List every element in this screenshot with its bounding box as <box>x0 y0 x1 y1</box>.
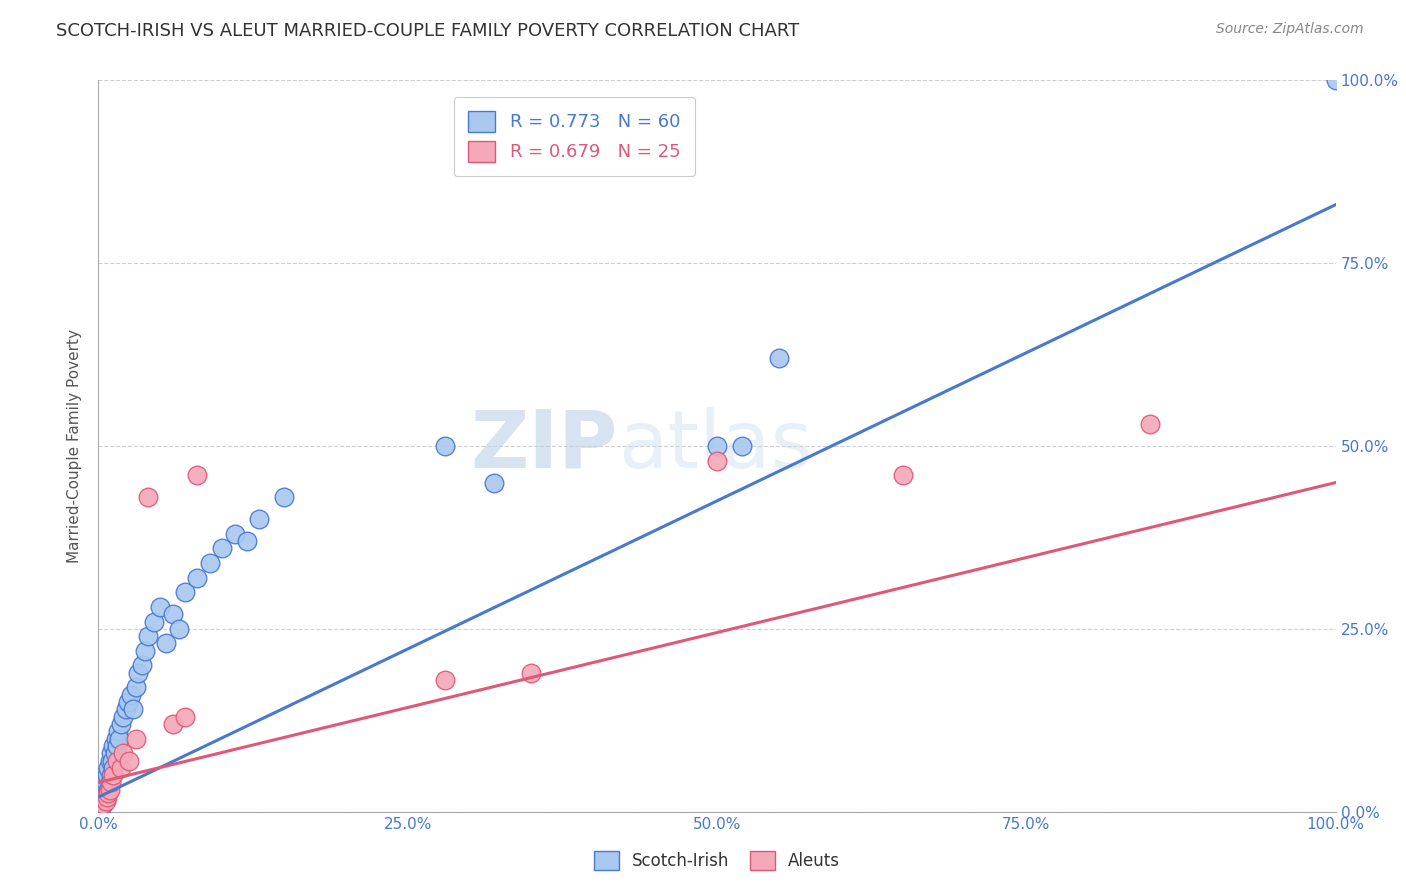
Point <box>93 790 115 805</box>
Point <box>93 797 115 812</box>
Point <box>91 797 114 812</box>
Point <box>93 797 115 812</box>
Point <box>89 797 111 812</box>
Point <box>100 768 122 782</box>
Point <box>891 468 914 483</box>
Point <box>198 556 221 570</box>
Point <box>90 801 112 815</box>
Legend: Scotch-Irish, Aleuts: Scotch-Irish, Aleuts <box>588 844 846 877</box>
Point <box>104 731 127 746</box>
Point <box>103 761 125 775</box>
Point <box>124 731 146 746</box>
Point <box>136 490 159 504</box>
Point <box>120 688 142 702</box>
Point <box>103 746 125 760</box>
Point <box>96 787 118 801</box>
Point <box>211 541 233 556</box>
Point <box>97 761 120 775</box>
Point <box>706 439 728 453</box>
Point <box>162 607 184 622</box>
Point <box>91 794 114 808</box>
Point <box>117 695 139 709</box>
Point <box>94 790 117 805</box>
Point <box>100 746 122 760</box>
Point <box>433 673 456 687</box>
Point <box>101 754 124 768</box>
Point <box>91 794 114 808</box>
Point <box>1324 73 1347 87</box>
Point <box>768 351 790 366</box>
Point <box>94 775 117 789</box>
Point <box>273 490 295 504</box>
Point <box>97 787 120 801</box>
Point <box>98 775 121 789</box>
Point <box>110 761 132 775</box>
Point <box>706 453 728 467</box>
Point <box>149 599 172 614</box>
Point <box>186 468 208 483</box>
Point <box>91 787 114 801</box>
Point <box>143 615 166 629</box>
Point <box>174 585 197 599</box>
Point <box>433 439 456 453</box>
Point <box>98 754 121 768</box>
Point <box>484 475 506 490</box>
Point <box>224 526 246 541</box>
Point <box>105 754 128 768</box>
Point <box>108 731 131 746</box>
Point <box>167 622 190 636</box>
Point <box>134 644 156 658</box>
Point <box>110 717 132 731</box>
Point <box>174 709 197 723</box>
Point <box>112 709 135 723</box>
Point <box>93 790 115 805</box>
Point <box>98 782 121 797</box>
Point <box>122 702 145 716</box>
Text: Source: ZipAtlas.com: Source: ZipAtlas.com <box>1216 22 1364 37</box>
Point <box>136 629 159 643</box>
Text: atlas: atlas <box>619 407 813 485</box>
Point <box>93 782 115 797</box>
Text: SCOTCH-IRISH VS ALEUT MARRIED-COUPLE FAMILY POVERTY CORRELATION CHART: SCOTCH-IRISH VS ALEUT MARRIED-COUPLE FAM… <box>56 22 800 40</box>
Text: ZIP: ZIP <box>471 407 619 485</box>
Point <box>731 439 754 453</box>
Point <box>520 665 543 680</box>
Point <box>103 739 125 753</box>
Point <box>103 768 125 782</box>
Point <box>107 724 129 739</box>
Point <box>127 665 149 680</box>
Point <box>236 534 259 549</box>
Point <box>112 746 135 760</box>
Point <box>96 768 118 782</box>
Point <box>96 790 118 805</box>
Point <box>1139 417 1161 431</box>
Point <box>114 702 136 716</box>
Point <box>155 636 177 650</box>
Y-axis label: Married-Couple Family Poverty: Married-Couple Family Poverty <box>67 329 83 563</box>
Point <box>247 512 270 526</box>
Point <box>90 790 112 805</box>
Point <box>131 658 153 673</box>
Point <box>93 790 115 805</box>
Point <box>162 717 184 731</box>
Point <box>93 782 115 797</box>
Point <box>90 797 112 812</box>
Point <box>89 801 111 815</box>
Point <box>105 739 128 753</box>
Point <box>94 794 117 808</box>
Point <box>93 794 115 808</box>
Point <box>97 782 120 797</box>
Point <box>118 754 141 768</box>
Point <box>124 681 146 695</box>
Point <box>100 775 122 789</box>
Point <box>186 571 208 585</box>
